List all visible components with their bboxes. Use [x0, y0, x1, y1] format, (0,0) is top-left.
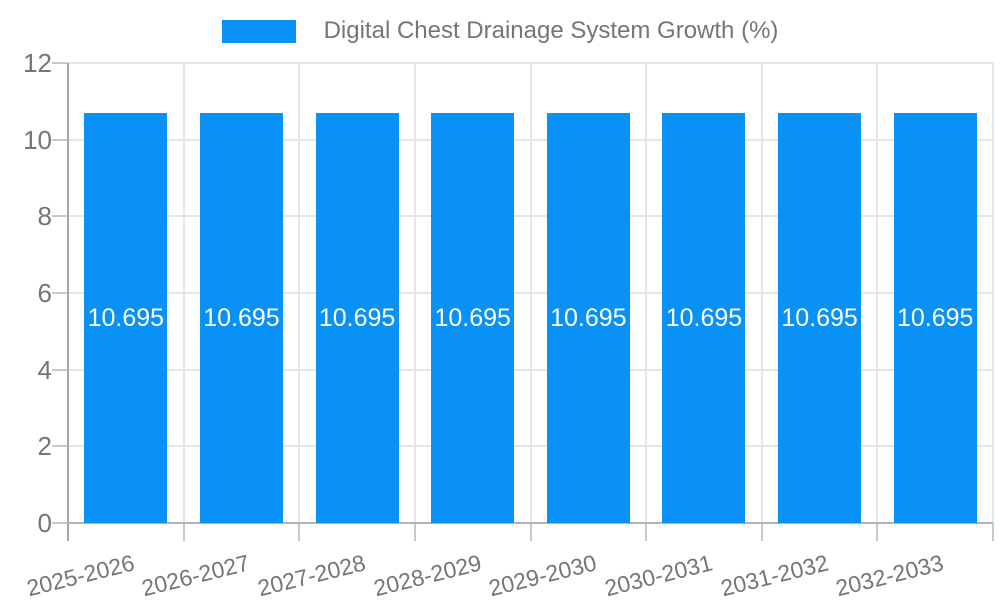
bar: 10.695 [893, 113, 977, 523]
bar: 10.695 [315, 113, 399, 523]
x-gridline [413, 63, 416, 523]
bar: 10.695 [199, 113, 283, 523]
x-axis-tick [413, 523, 416, 541]
chart-title: Digital Chest Drainage System Growth (%) [323, 17, 779, 44]
x-axis-line [68, 522, 993, 524]
bar: 10.695 [546, 113, 630, 523]
x-gridline [529, 63, 532, 523]
bar: 10.695 [431, 113, 515, 523]
x-axis-tick [529, 523, 532, 541]
x-gridline [876, 63, 879, 523]
x-axis-tick [645, 523, 648, 541]
y-axis-tick [52, 522, 68, 524]
legend-swatch [221, 19, 296, 43]
x-axis-category-label: 2031-2032 [717, 549, 831, 600]
y-axis-tick-label: 2 [37, 431, 52, 462]
chart-legend: Digital Chest Drainage System Growth (%) [0, 14, 1000, 48]
y-axis-tick [52, 368, 68, 371]
y-axis-tick [52, 62, 68, 64]
bar: 10.695 [84, 113, 168, 523]
x-axis-tick [298, 523, 301, 541]
bar-value-label: 10.695 [318, 303, 396, 332]
y-axis-line [67, 63, 69, 541]
x-axis-category-label: 2030-2031 [601, 549, 715, 600]
x-axis-category-label: 2029-2030 [486, 549, 600, 600]
y-axis-tick [52, 215, 68, 218]
x-axis-category-label: 2028-2029 [370, 549, 484, 600]
x-axis-category-label: 2026-2027 [139, 549, 253, 600]
y-axis-tick [52, 138, 68, 141]
y-axis-tick-label: 8 [37, 201, 52, 232]
bar-value-label: 10.695 [203, 303, 280, 332]
x-axis-category-label: 2032-2033 [833, 549, 947, 600]
y-axis-tick-label: 4 [37, 354, 52, 385]
x-gridline [182, 63, 185, 523]
x-axis-tick [876, 523, 879, 541]
bar-value-label: 10.695 [781, 303, 858, 332]
x-axis-tick [182, 523, 185, 541]
y-axis-tick-label: 0 [37, 508, 52, 538]
x-axis-category-label: 2025-2026 [23, 549, 137, 600]
y-axis-tick-label: 12 [23, 48, 52, 78]
y-axis-tick [52, 445, 68, 448]
y-axis-tick-label: 10 [23, 124, 52, 155]
x-gridline [760, 63, 763, 523]
x-gridline [298, 63, 301, 523]
y-axis-tick-label: 6 [37, 278, 52, 308]
x-axis-category-label: 2027-2028 [255, 549, 369, 600]
x-axis-tick [760, 523, 763, 541]
bar-value-label: 10.695 [87, 303, 165, 332]
x-gridline [992, 63, 994, 523]
x-gridline [645, 63, 648, 523]
bar: 10.695 [778, 113, 862, 523]
bar-value-label: 10.695 [896, 303, 974, 332]
bar-value-label: 10.695 [434, 303, 511, 332]
bar-value-label: 10.695 [550, 303, 627, 332]
x-axis-tick [992, 523, 994, 541]
y-axis-tick [52, 292, 68, 294]
bar: 10.695 [662, 113, 746, 523]
bar-value-label: 10.695 [665, 303, 743, 332]
